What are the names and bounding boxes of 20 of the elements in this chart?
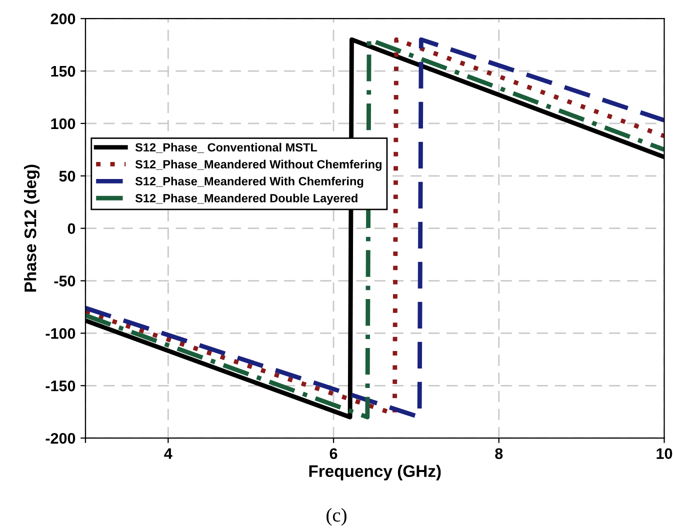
y-tick-label: 150 [51,66,76,77]
y-tick-label: -150 [46,380,76,392]
x-axis-title: Frequency (GHz) [309,464,441,480]
x-tick-label: 6 [330,448,338,460]
y-tick-label: 50 [59,170,76,182]
x-tick-label: 8 [495,448,503,460]
legend-label: S12_Phase_Meandered With Chemfering [135,176,364,188]
x-tick-label: 4 [164,448,172,459]
y-axis-title: Phase S12 (deg) [24,164,40,292]
y-tick-label: 100 [51,118,76,130]
y-tick-label: 0 [68,223,76,234]
x-tick-label: 10 [656,448,672,460]
y-tick-label: -50 [54,276,76,286]
text: (c) [326,508,346,526]
y-tick-label: -100 [46,328,76,339]
legend-label: S12_Phase_Meandered Double Layered [135,194,358,205]
legend-label: S12_Phase_ Conventional MSTL [135,142,318,153]
y-tick-label: -200 [46,432,76,444]
y-tick-label: 200 [50,13,76,24]
legend-label: S12_Phase_Meandered Without Chemfering [135,160,382,171]
